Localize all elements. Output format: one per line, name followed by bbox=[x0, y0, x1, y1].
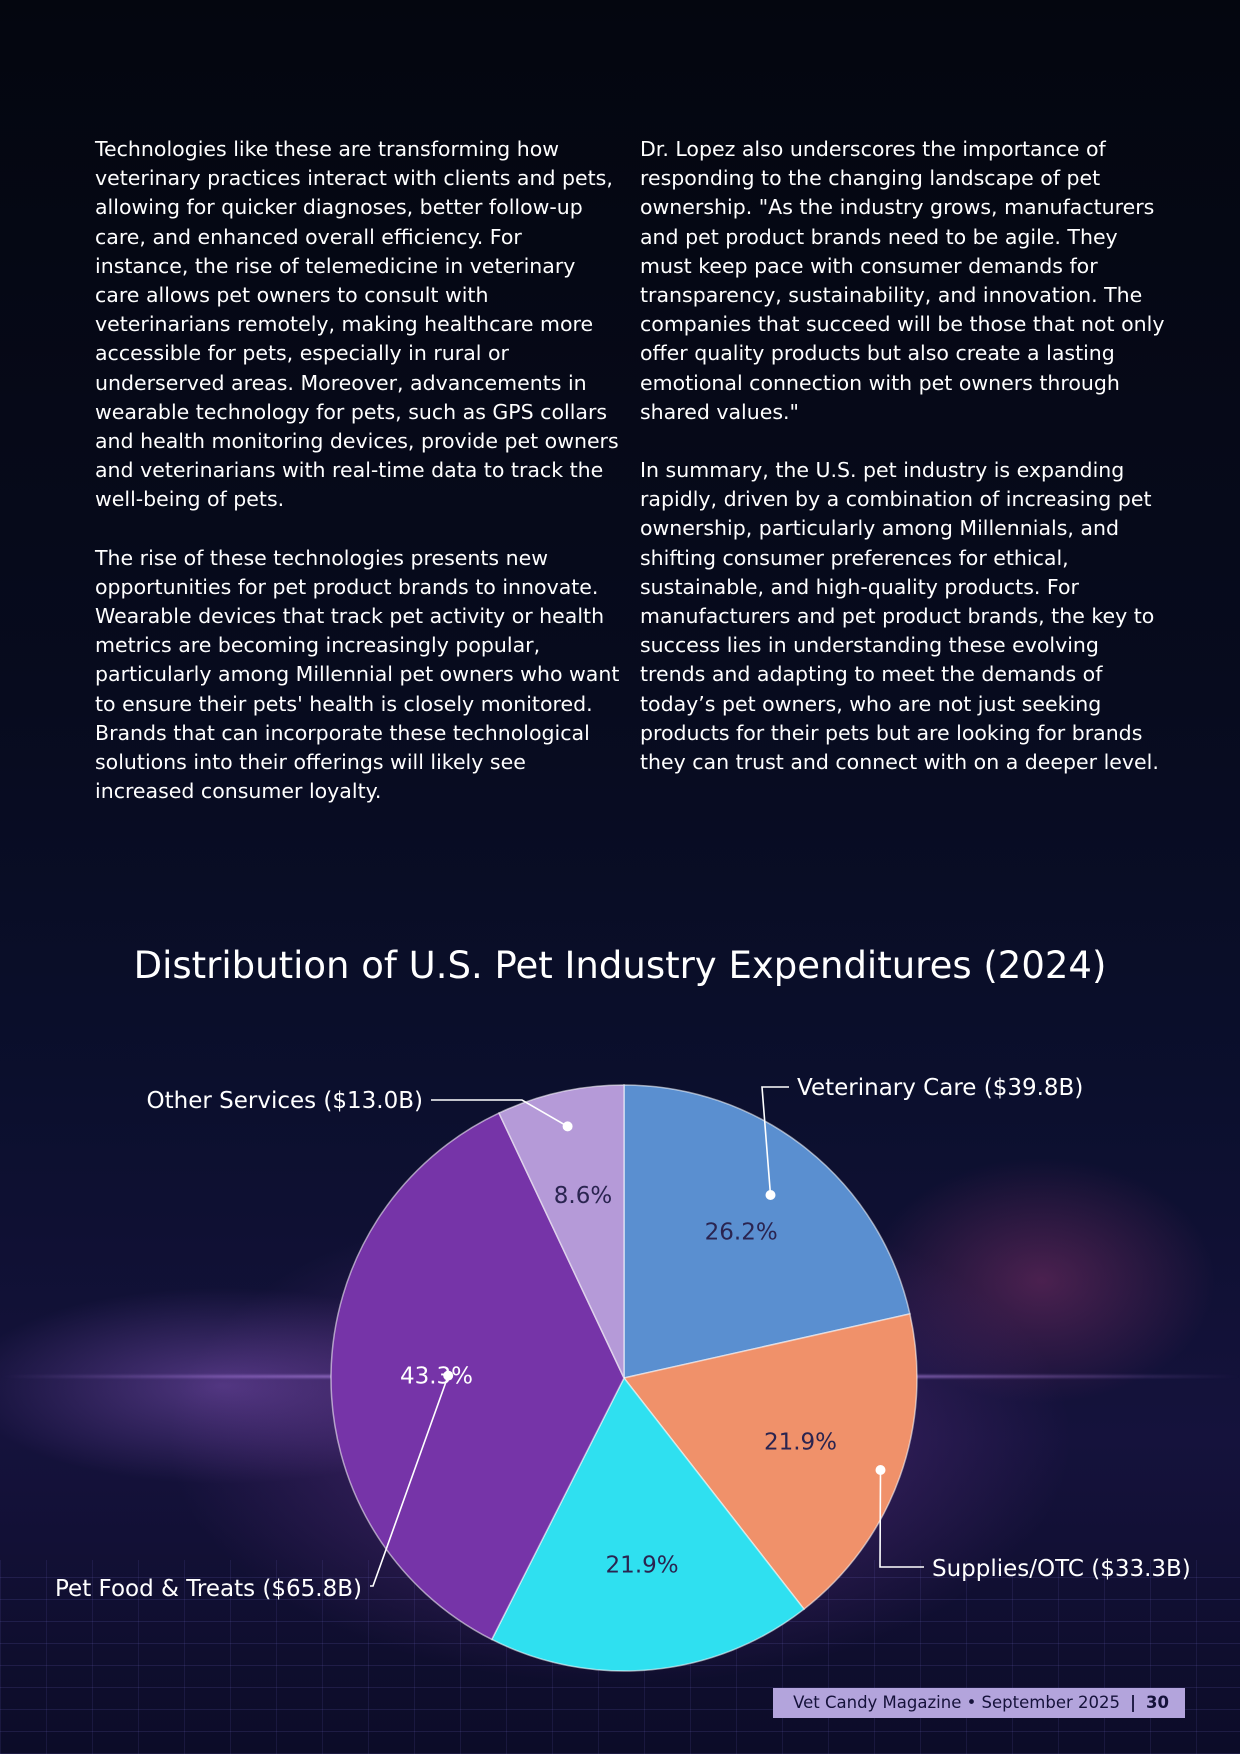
pie-slice bbox=[623, 1084, 911, 1379]
article-paragraph: In summary, the U.S. pet industry is exp… bbox=[640, 458, 1159, 775]
pie-slice bbox=[622, 1313, 918, 1611]
pie-leader-line bbox=[370, 1375, 449, 1587]
pie-category-label: Pet Food & Treats ($65.8B) bbox=[55, 1576, 362, 1602]
article-paragraph: The rise of these technologies presents … bbox=[95, 545, 620, 804]
footer-page-number: 30 bbox=[1146, 1693, 1169, 1712]
pie-slice bbox=[497, 1084, 625, 1379]
pie-slice bbox=[330, 1112, 625, 1641]
article-body: Technologies like these are transforming… bbox=[95, 135, 1165, 835]
pie-category-label: Supplies/OTC ($33.3B) bbox=[932, 1556, 1191, 1582]
page-footer: Vet Candy Magazine • September 2025 | 30 bbox=[773, 1688, 1185, 1718]
pie-percent-label: 8.6% bbox=[554, 1183, 612, 1209]
pie-leader-line bbox=[761, 1086, 789, 1196]
chart-title: Distribution of U.S. Pet Industry Expend… bbox=[133, 944, 1107, 987]
footer-publication: Vet Candy Magazine • September 2025 bbox=[793, 1693, 1120, 1712]
article-paragraph: Technologies like these are transforming… bbox=[95, 137, 619, 512]
pie-percent-label: 21.9% bbox=[764, 1429, 837, 1455]
pie-leader-line bbox=[879, 1469, 924, 1568]
pie-percent-label: 21.9% bbox=[606, 1553, 679, 1579]
footer-separator: | bbox=[1130, 1693, 1137, 1712]
pie-slice bbox=[490, 1376, 806, 1672]
pie-percent-label: 26.2% bbox=[705, 1220, 778, 1246]
article-column-right: Dr. Lopez also underscores the importanc… bbox=[640, 135, 1165, 835]
pie-category-label: Veterinary Care ($39.8B) bbox=[797, 1075, 1083, 1101]
article-paragraph: Dr. Lopez also underscores the importanc… bbox=[640, 137, 1165, 424]
pie-percent-label: 43.3% bbox=[400, 1364, 473, 1390]
pie-category-label: Other Services ($13.0B) bbox=[147, 1088, 423, 1114]
pie-leader-line bbox=[431, 1099, 569, 1128]
article-column-left: Technologies like these are transforming… bbox=[95, 135, 620, 835]
